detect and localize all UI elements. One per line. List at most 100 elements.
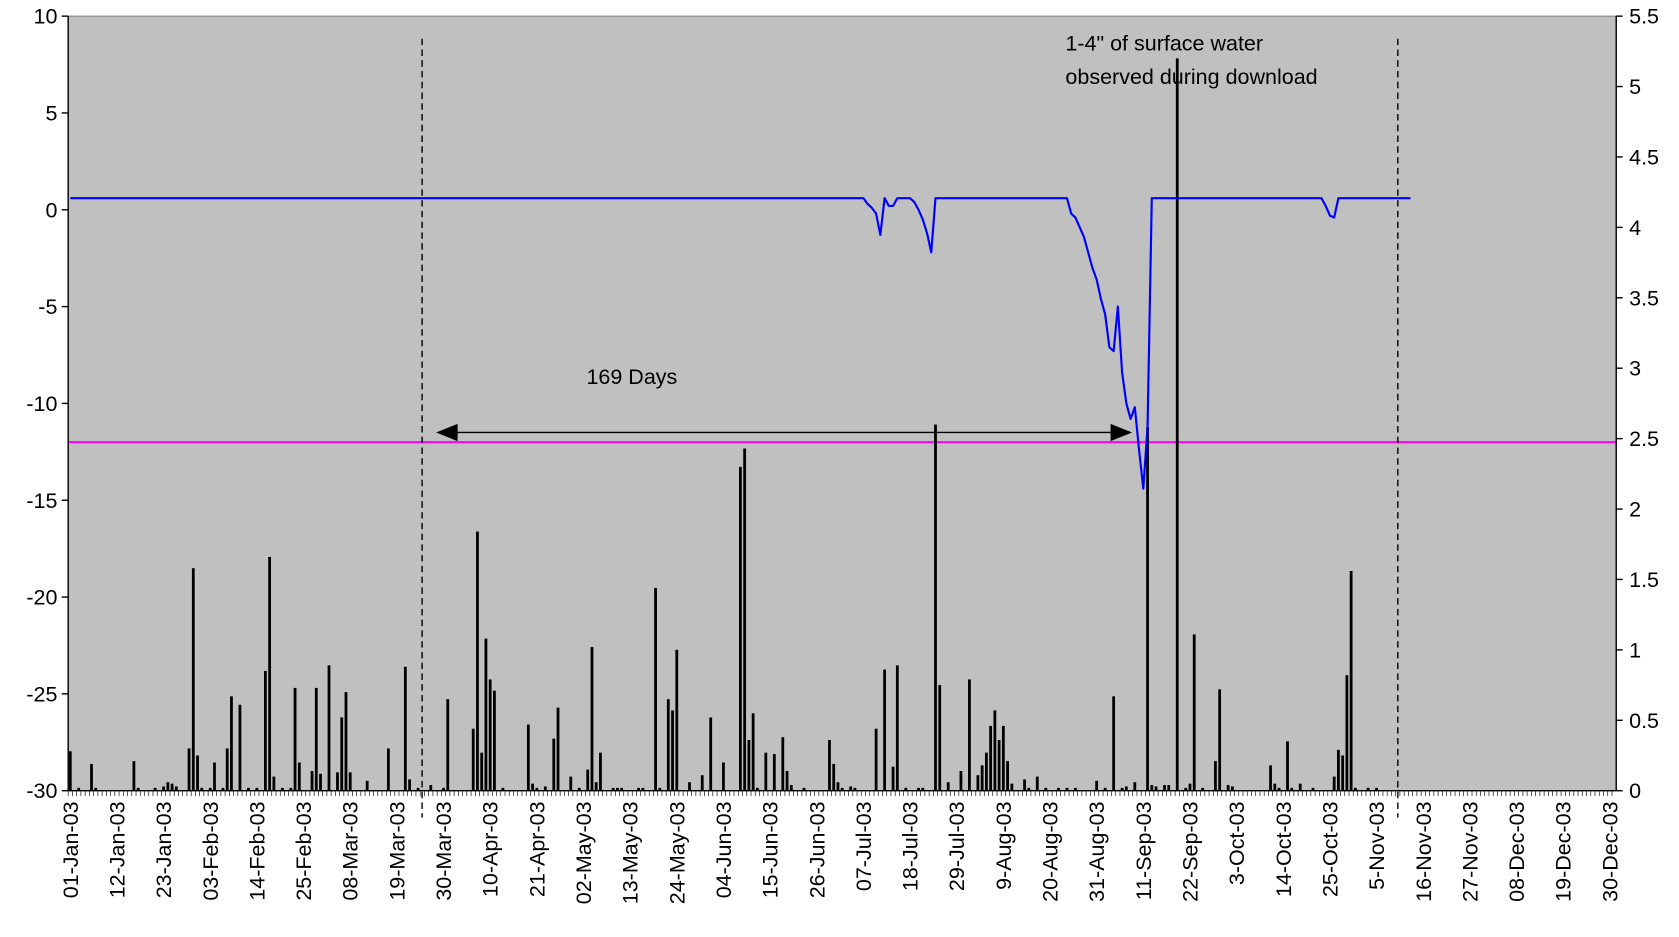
annotation: 1-4" of surface water — [1065, 32, 1263, 56]
bar — [1188, 783, 1192, 791]
bar — [314, 687, 318, 791]
plot-area — [67, 15, 1617, 792]
x-tick-label: 25-Oct-03 — [1318, 801, 1342, 897]
x-tick-label: 23-Jan-03 — [152, 801, 176, 898]
marks — [68, 58, 1617, 791]
bar — [1290, 787, 1294, 791]
bar — [484, 638, 488, 791]
bar — [959, 770, 963, 791]
x-tick-label: 03-Feb-03 — [199, 801, 223, 900]
bar — [535, 787, 539, 791]
bar — [883, 669, 886, 791]
bar — [1341, 755, 1345, 791]
bar — [556, 707, 560, 791]
bar — [336, 772, 339, 791]
bar — [675, 649, 679, 791]
y-tick-label: -20 — [26, 586, 57, 610]
bar — [836, 782, 840, 791]
bar — [934, 424, 937, 791]
bar — [1103, 787, 1107, 791]
bar — [984, 752, 988, 791]
bar — [722, 762, 725, 791]
duration-label: 169 Days — [586, 365, 677, 389]
bar — [1311, 787, 1315, 791]
bar — [1035, 776, 1039, 791]
bar — [1006, 761, 1009, 791]
x-tick-label: 24-May-03 — [665, 801, 689, 904]
x-tick-label: 07-Jul-03 — [852, 801, 876, 891]
x-tick-label: 16-Nov-03 — [1412, 801, 1436, 901]
bar — [225, 748, 229, 791]
bar — [1332, 776, 1336, 791]
bar — [1044, 787, 1048, 791]
bar — [340, 717, 344, 791]
bar — [1201, 787, 1205, 791]
bar — [77, 787, 81, 791]
bar — [569, 776, 573, 791]
x-tick-label: 15-Jun-03 — [759, 801, 783, 898]
bar — [348, 772, 352, 791]
x-tick-label: 02-May-03 — [572, 801, 596, 904]
y2-tick-label: 2 — [1629, 498, 1641, 522]
x-tick-label: 04-Jun-03 — [712, 801, 736, 898]
x-tick-label: 12-Jan-03 — [105, 801, 129, 898]
bar — [200, 787, 204, 791]
bar — [671, 710, 674, 791]
bar — [68, 751, 72, 791]
x-tick-label: 22-Sep-03 — [1178, 801, 1202, 901]
bar — [153, 787, 157, 791]
bar — [416, 787, 420, 791]
bar — [1218, 689, 1222, 791]
bar — [493, 690, 496, 791]
bar — [247, 787, 250, 791]
bar — [488, 679, 492, 791]
bar — [828, 739, 831, 791]
arrow-head — [436, 423, 458, 442]
y-tick-label: 0 — [45, 198, 57, 222]
x-tick-label: 19-Dec-03 — [1552, 801, 1576, 901]
bar — [938, 685, 942, 791]
bar — [480, 752, 484, 791]
bar — [230, 696, 233, 791]
bar — [1277, 787, 1281, 791]
bar — [832, 763, 836, 791]
bar — [658, 787, 662, 791]
y2-tick-label: 5 — [1629, 75, 1641, 99]
bar — [968, 679, 971, 791]
bar — [1353, 787, 1357, 791]
bar — [917, 787, 920, 791]
bar — [1269, 765, 1272, 791]
bar — [594, 782, 598, 791]
bar — [263, 670, 267, 791]
bar — [386, 748, 390, 791]
bar — [1226, 785, 1230, 791]
bar — [921, 787, 925, 791]
bar — [268, 556, 272, 791]
y2-tick-label: 1.5 — [1629, 568, 1659, 592]
bar — [501, 787, 505, 791]
bar — [586, 769, 590, 791]
bar — [1023, 779, 1026, 791]
y-tick-label: -15 — [26, 489, 57, 513]
y-tick-label: -30 — [26, 779, 57, 803]
bar — [789, 785, 793, 791]
bar — [365, 780, 369, 791]
bar — [476, 531, 479, 791]
x-tick-label: 08-Dec-03 — [1505, 801, 1529, 901]
bar — [709, 717, 713, 791]
bar — [1192, 634, 1196, 791]
bar — [1214, 761, 1217, 791]
bar — [743, 448, 747, 791]
x-tick-label: 21-Apr-03 — [525, 801, 549, 897]
bar — [191, 568, 195, 791]
bar — [946, 782, 950, 791]
bar — [747, 739, 751, 791]
bar — [429, 785, 433, 791]
bar — [688, 782, 691, 791]
bar — [272, 776, 276, 791]
bar — [904, 787, 908, 791]
bar — [895, 665, 899, 791]
bar — [874, 728, 878, 791]
bar — [136, 787, 140, 791]
